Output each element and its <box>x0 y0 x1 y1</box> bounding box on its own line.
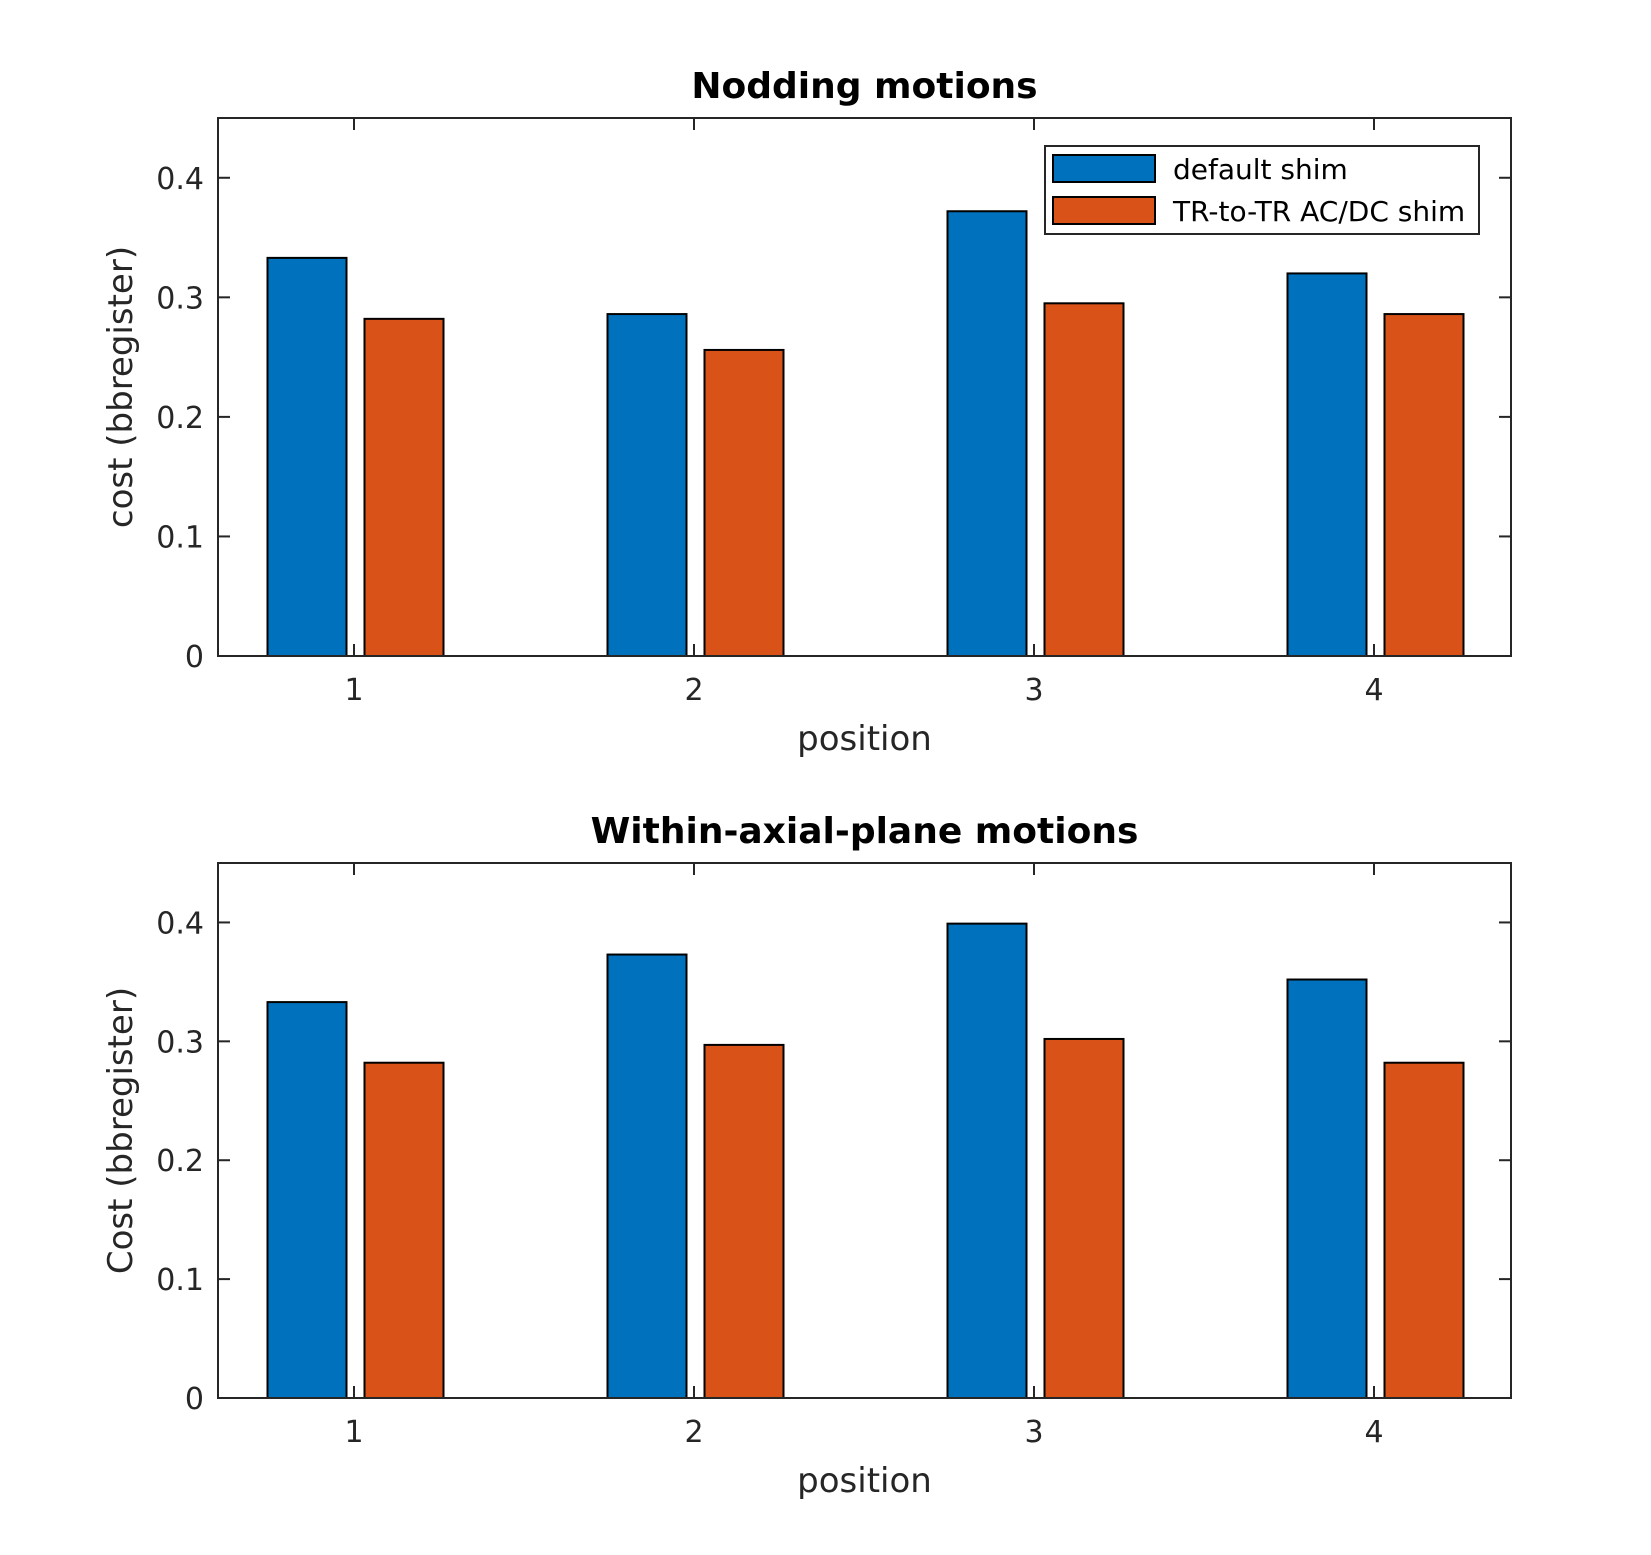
y-tick-label: 0.4 <box>156 906 204 941</box>
legend: default shim TR-to-TR AC/DC shim <box>1044 145 1480 235</box>
bar-series-1-cat-4 <box>1383 313 1465 657</box>
bar-series-1-cat-2 <box>703 1043 785 1400</box>
y-tick-label: 0.3 <box>156 1025 204 1060</box>
bar-series-0-cat-4 <box>1286 978 1368 1399</box>
x-tick-label: 1 <box>344 1415 363 1450</box>
y-tick-label: 0.3 <box>156 281 204 316</box>
bar-series-1-cat-1 <box>363 1061 445 1399</box>
x-tick-label: 2 <box>684 673 703 708</box>
legend-swatch-1 <box>1052 196 1156 225</box>
x-tick-label: 1 <box>344 673 363 708</box>
chart-title: Within-axial-plane motions <box>591 811 1139 852</box>
bar-series-1-cat-1 <box>363 317 445 657</box>
y-tick-label: 0.4 <box>156 162 204 197</box>
bar-series-0-cat-1 <box>266 1001 348 1399</box>
legend-label-1: TR-to-TR AC/DC shim <box>1172 195 1465 228</box>
legend-swatch-0 <box>1052 154 1156 183</box>
legend-label-0: default shim <box>1173 153 1348 186</box>
bar-series-0-cat-1 <box>266 256 348 657</box>
bar-series-1-cat-3 <box>1043 1037 1125 1399</box>
x-axis-label: position <box>797 719 932 759</box>
x-tick-label: 3 <box>1024 1415 1043 1450</box>
bar-series-0-cat-2 <box>606 953 688 1399</box>
y-axis-label: cost (bbregister) <box>101 246 141 528</box>
x-tick-label: 3 <box>1024 673 1043 708</box>
bar-series-0-cat-4 <box>1286 272 1368 657</box>
axes-box <box>217 117 1512 657</box>
chart-title: Nodding motions <box>691 66 1037 107</box>
bar-series-1-cat-4 <box>1383 1061 1465 1399</box>
y-tick-label: 0 <box>185 1382 204 1417</box>
x-tick-label: 4 <box>1364 673 1383 708</box>
bar-series-0-cat-3 <box>946 922 1028 1400</box>
x-axis-label: position <box>797 1461 932 1501</box>
chart-nodding-motions: Nodding motions 0 0.1 0.2 0.3 0.4 1 2 3 4 position… <box>101 66 1512 759</box>
y-tick-label: 0.1 <box>156 520 204 555</box>
x-tick-label: 4 <box>1364 1415 1383 1450</box>
y-axis-label: Cost (bbregister) <box>101 987 141 1274</box>
y-tick-label: 0.1 <box>156 1263 204 1298</box>
x-tick-label: 2 <box>684 1415 703 1450</box>
bar-series-1-cat-2 <box>703 348 785 657</box>
y-tick-label: 0.2 <box>156 401 204 436</box>
bar-series-0-cat-2 <box>606 313 688 657</box>
y-tick-label: 0.2 <box>156 1144 204 1179</box>
chart-within-axial-plane-motions: Within-axial-plane motions 0 0.1 0.2 0.3 0.4 1… <box>101 811 1512 1501</box>
bar-series-0-cat-3 <box>946 210 1028 657</box>
axes-box <box>217 862 1512 1399</box>
y-tick-label: 0 <box>185 640 204 675</box>
bar-series-1-cat-3 <box>1043 302 1125 657</box>
